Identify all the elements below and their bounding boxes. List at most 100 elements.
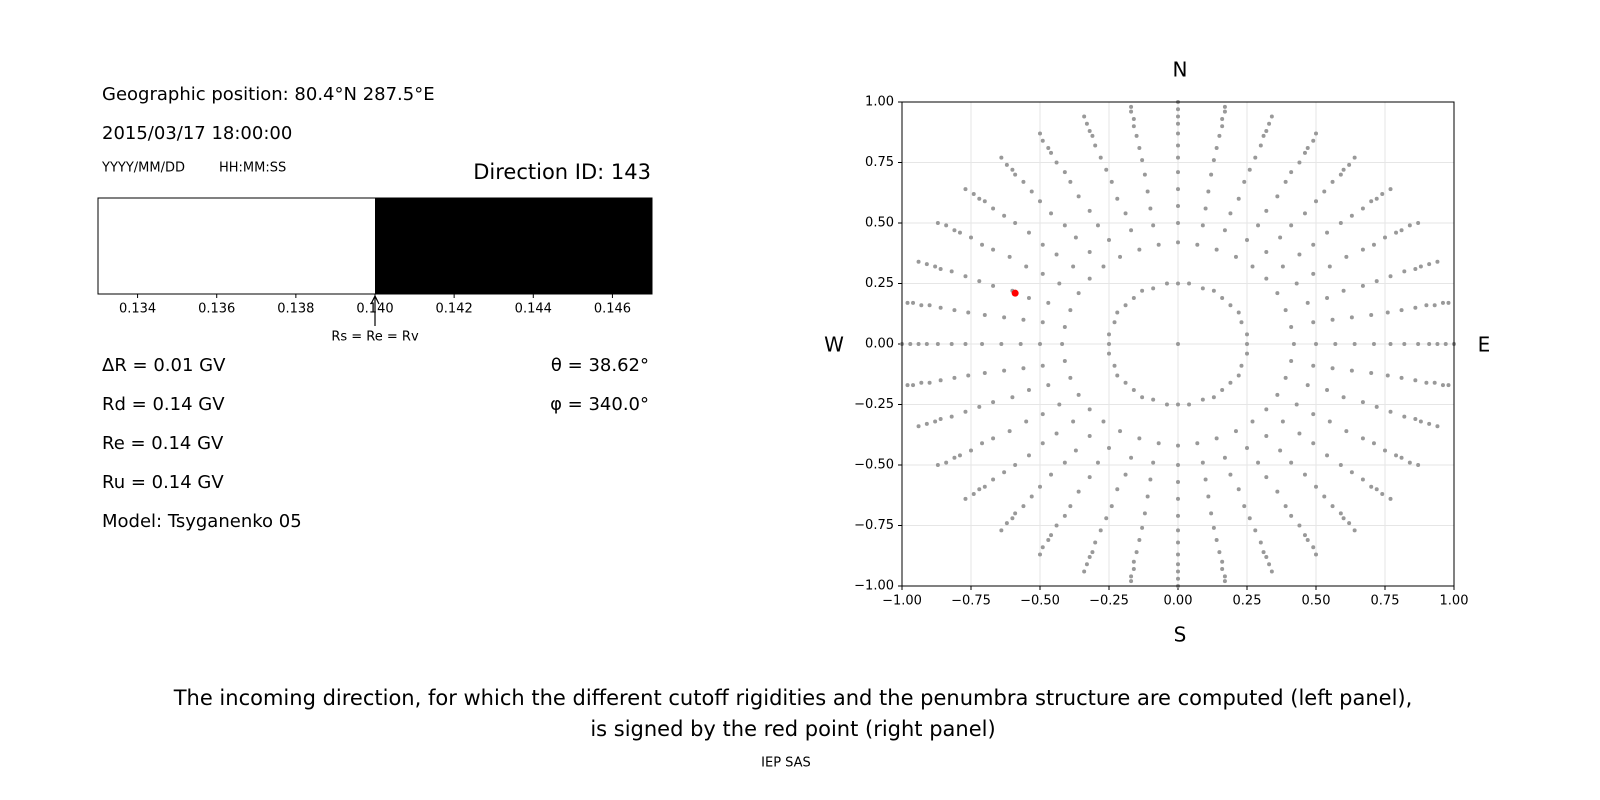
direction-point (1164, 402, 1169, 407)
direction-point (1330, 317, 1335, 322)
x-tick-label: −0.50 (1020, 594, 1060, 609)
direction-point (905, 383, 910, 388)
direction-point (1289, 325, 1294, 330)
direction-point (1385, 310, 1390, 315)
direction-point (1374, 196, 1379, 201)
direction-point (1388, 496, 1393, 501)
direction-point (952, 375, 957, 380)
x-tick-label: 0.25 (1233, 594, 1262, 609)
direction-point (1297, 431, 1302, 436)
direction-point (935, 342, 940, 346)
direction-point (1151, 460, 1156, 465)
direction-point (1261, 133, 1266, 138)
direction-point (1104, 167, 1109, 172)
direction-point (1156, 242, 1161, 247)
compass-label: N (1173, 58, 1188, 82)
direction-point (1206, 189, 1211, 194)
direction-point (1245, 237, 1249, 242)
direction-point (1302, 211, 1307, 216)
caption-line: is signed by the red point (right panel) (590, 717, 995, 741)
direction-point (1247, 516, 1252, 521)
direction-point (1176, 221, 1180, 225)
direction-point (1325, 453, 1330, 458)
direction-point (949, 342, 954, 346)
direction-point (1021, 366, 1026, 371)
direction-point (1068, 308, 1073, 313)
direction-point (1087, 250, 1092, 255)
direction-point (1264, 250, 1269, 255)
direction-point (952, 308, 957, 313)
x-tick-label: 0.50 (1302, 594, 1331, 609)
direction-point (1289, 223, 1294, 228)
direction-point (1076, 489, 1081, 494)
direction-point (1129, 104, 1134, 109)
direction-point (1222, 455, 1227, 460)
direction-point (1140, 525, 1145, 530)
direction-point (1084, 121, 1089, 126)
direction-point (1176, 170, 1180, 175)
direction-point (1013, 511, 1018, 516)
direction-point (1297, 523, 1302, 528)
direction-point (1297, 252, 1302, 257)
direction-point (982, 312, 987, 317)
direction-point (1176, 569, 1180, 574)
direction-point (1131, 296, 1136, 301)
direction-point (1289, 358, 1294, 363)
direction-point (919, 303, 924, 308)
direction-point (1242, 504, 1247, 509)
y-tick-label: −0.50 (854, 458, 894, 473)
direction-point (1440, 300, 1445, 305)
direction-point (1435, 424, 1440, 429)
direction-point (1222, 574, 1227, 579)
direction-point (1228, 380, 1233, 385)
position-text: Geographic position: 80.4°N 287.5°E (102, 84, 435, 105)
direction-point (1217, 550, 1222, 555)
direction-point (1264, 129, 1269, 134)
direction-point (1388, 342, 1393, 346)
direction-point (1040, 441, 1045, 446)
direction-point (991, 477, 996, 482)
direction-point (1176, 114, 1180, 119)
direction-point (1054, 252, 1059, 257)
direction-point (1283, 179, 1288, 184)
direction-point (1060, 342, 1065, 346)
direction-point (1087, 433, 1092, 438)
direction-point (1026, 387, 1031, 392)
x-tick-label: 0.146 (594, 302, 631, 317)
direction-point (911, 300, 916, 305)
direction-point (1214, 145, 1219, 150)
direction-point (1026, 230, 1031, 235)
direction-point (980, 242, 985, 247)
direction-point (1140, 288, 1145, 293)
direction-point (1007, 429, 1012, 434)
direction-point (1068, 179, 1073, 184)
penumbra-segment (375, 198, 652, 294)
direction-point (1214, 436, 1219, 441)
direction-point (1402, 269, 1407, 274)
direction-point (1029, 494, 1034, 499)
direction-point (1407, 223, 1412, 228)
direction-point (1258, 540, 1263, 545)
direction-point (1082, 114, 1087, 119)
direction-point (980, 441, 985, 446)
direction-point (1267, 562, 1272, 567)
direction-point (1131, 124, 1136, 129)
direction-point (1418, 419, 1423, 424)
direction-point (1195, 242, 1200, 247)
x-tick-label: 0.00 (1164, 594, 1193, 609)
direction-point (1311, 363, 1316, 368)
direction-point (1371, 342, 1376, 346)
direction-point (1352, 528, 1357, 533)
direction-point (1280, 419, 1285, 424)
direction-point (1253, 528, 1258, 533)
direction-point (1112, 320, 1117, 325)
direction-point (1131, 116, 1136, 121)
direction-point (1278, 448, 1283, 453)
direction-point (1440, 383, 1445, 388)
y-tick-label: −1.00 (854, 579, 894, 594)
direction-point (1087, 475, 1092, 480)
direction-point (1211, 525, 1216, 530)
direction-point (1369, 199, 1374, 204)
direction-point (1294, 402, 1299, 407)
direction-point (1371, 242, 1376, 247)
